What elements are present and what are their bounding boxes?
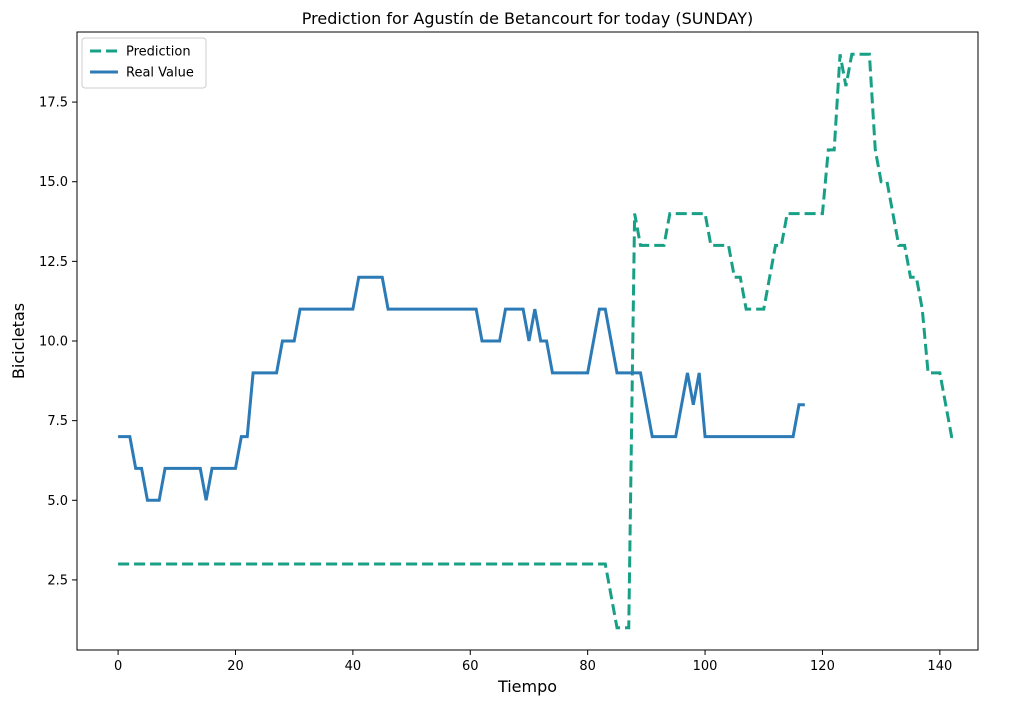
x-tick-label: 20 [227, 659, 244, 674]
x-axis: 0 20 40 60 80 100 120 140 [114, 650, 952, 674]
x-axis-label: Tiempo [497, 677, 557, 696]
series-line-real-value [118, 275, 805, 502]
y-tick-label: 10.0 [39, 335, 68, 350]
series-layer [118, 52, 958, 630]
y-axis: 2.5 5.0 7.5 10.0 12.5 15.0 17.5 [39, 96, 77, 588]
x-tick-label: 80 [579, 659, 596, 674]
y-tick-label: 7.5 [47, 414, 68, 429]
legend-label: Prediction [126, 45, 191, 60]
y-tick-label: 17.5 [39, 96, 68, 111]
x-tick-label: 60 [462, 659, 479, 674]
series-line-prediction [118, 52, 958, 630]
legend: Prediction Real Value [81, 37, 207, 89]
x-tick-label: 120 [810, 659, 835, 674]
legend-label: Real Value [126, 66, 194, 81]
y-axis-label: Bicicletas [9, 303, 28, 379]
y-tick-label: 5.0 [47, 494, 68, 509]
y-tick-label: 15.0 [39, 175, 68, 190]
x-tick-label: 0 [114, 659, 122, 674]
y-tick-label: 12.5 [39, 255, 68, 270]
y-tick-label: 2.5 [47, 573, 68, 588]
x-tick-label: 140 [927, 659, 952, 674]
x-tick-label: 100 [693, 659, 718, 674]
chart-title: Prediction for Agustín de Betancourt for… [302, 9, 753, 28]
x-tick-label: 40 [345, 659, 362, 674]
